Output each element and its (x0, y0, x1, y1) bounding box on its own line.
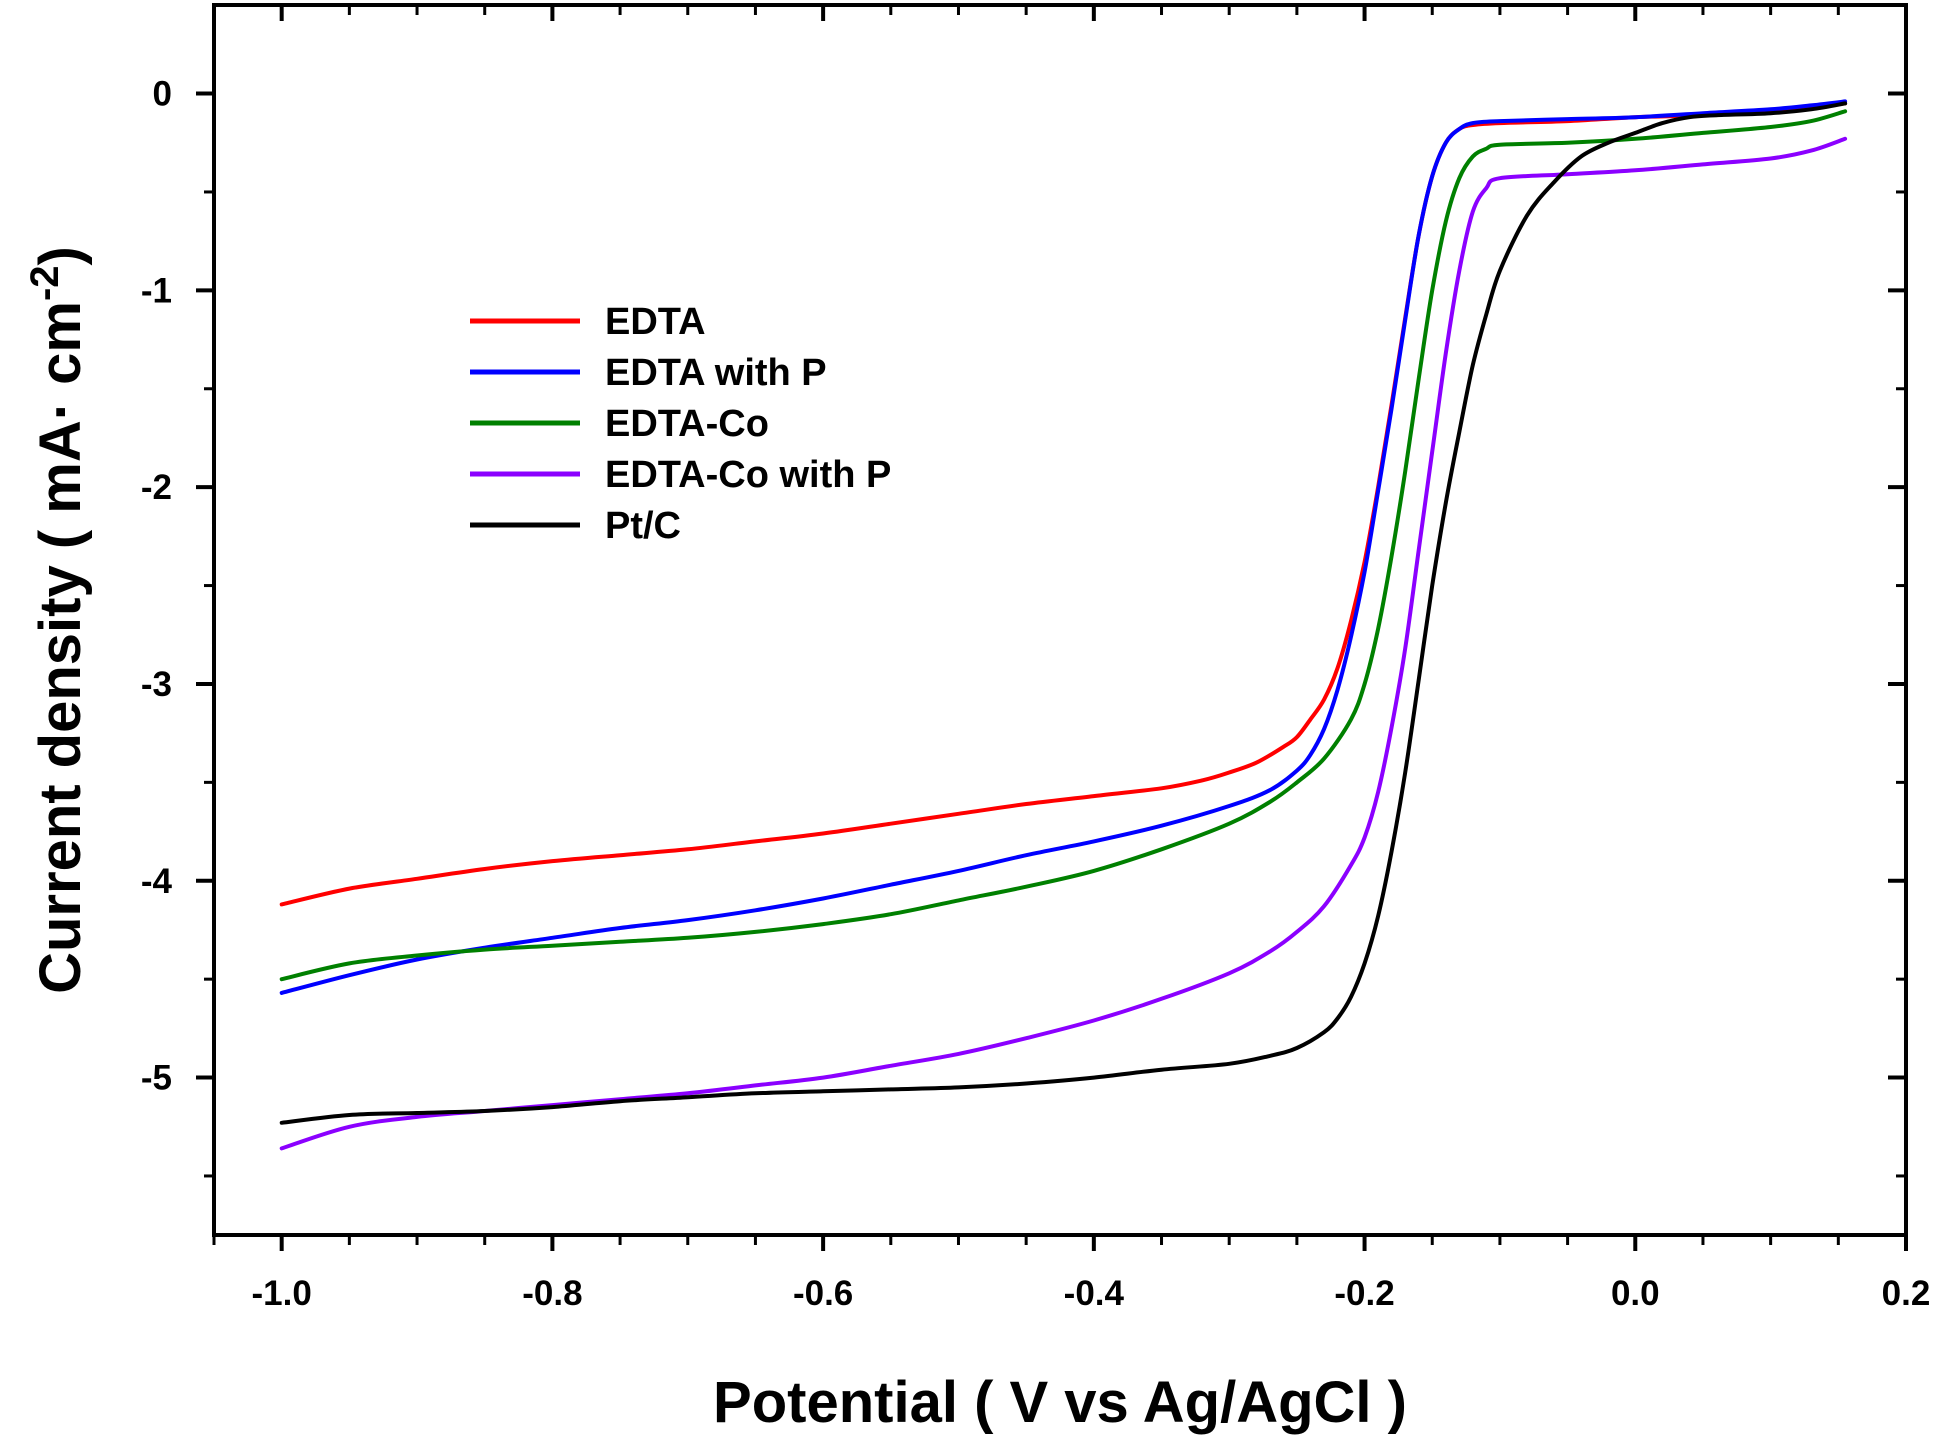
x-axis-title: Potential ( V vs Ag/AgCl ) (713, 1370, 1407, 1435)
y-axis-title-sup: -2 (23, 265, 67, 301)
x-tick-label: 0.0 (1611, 1274, 1660, 1313)
series-line-edta (279, 101, 1848, 907)
y-tick-label: -4 (141, 862, 173, 901)
y-tick-label: 0 (153, 75, 172, 114)
series-line-pt-c (279, 101, 1848, 1125)
series-line-edta-co (279, 109, 1848, 982)
x-tick-label: -1.0 (252, 1274, 312, 1313)
axis-ticks (196, 5, 1908, 1251)
x-tick-label: -0.6 (793, 1274, 853, 1313)
y-axis-title-close: ) (28, 246, 93, 265)
series-line-edta-with-p (279, 99, 1848, 995)
plot-frame (212, 3, 1908, 1237)
legend-label-pt-c: Pt/C (605, 505, 681, 547)
y-tick-label: -3 (141, 665, 172, 704)
tick-labels: -1.0 -0.8 -0.6 -0.4 -0.2 0.0 0.2 0 -1 -2 -3 -4 -5 (141, 75, 1930, 1313)
legend-label-edta: EDTA (605, 301, 706, 343)
x-tick-label: -0.4 (1064, 1274, 1125, 1313)
x-tick-label: 0.2 (1882, 1274, 1931, 1313)
legend-label-edta-co-with-p: EDTA-Co with P (605, 454, 891, 496)
legend-label-edta-with-p: EDTA with P (605, 352, 827, 394)
y-axis-title: Current density ( mA· cm-2) (23, 246, 93, 994)
legend: EDTA EDTA with P EDTA-Co EDTA-Co with P Pt/C (470, 301, 891, 547)
y-axis-title-main: Current density ( mA· cm (28, 301, 93, 994)
y-tick-label: -5 (141, 1059, 172, 1098)
y-tick-label: -1 (141, 271, 172, 310)
series-line-edta-co-with-p (279, 136, 1848, 1151)
x-tick-label: -0.8 (522, 1274, 582, 1313)
y-tick-label: -2 (141, 468, 172, 507)
series-lines (279, 99, 1848, 1151)
x-tick-label: -0.2 (1334, 1274, 1394, 1313)
legend-label-edta-co: EDTA-Co (605, 403, 769, 445)
